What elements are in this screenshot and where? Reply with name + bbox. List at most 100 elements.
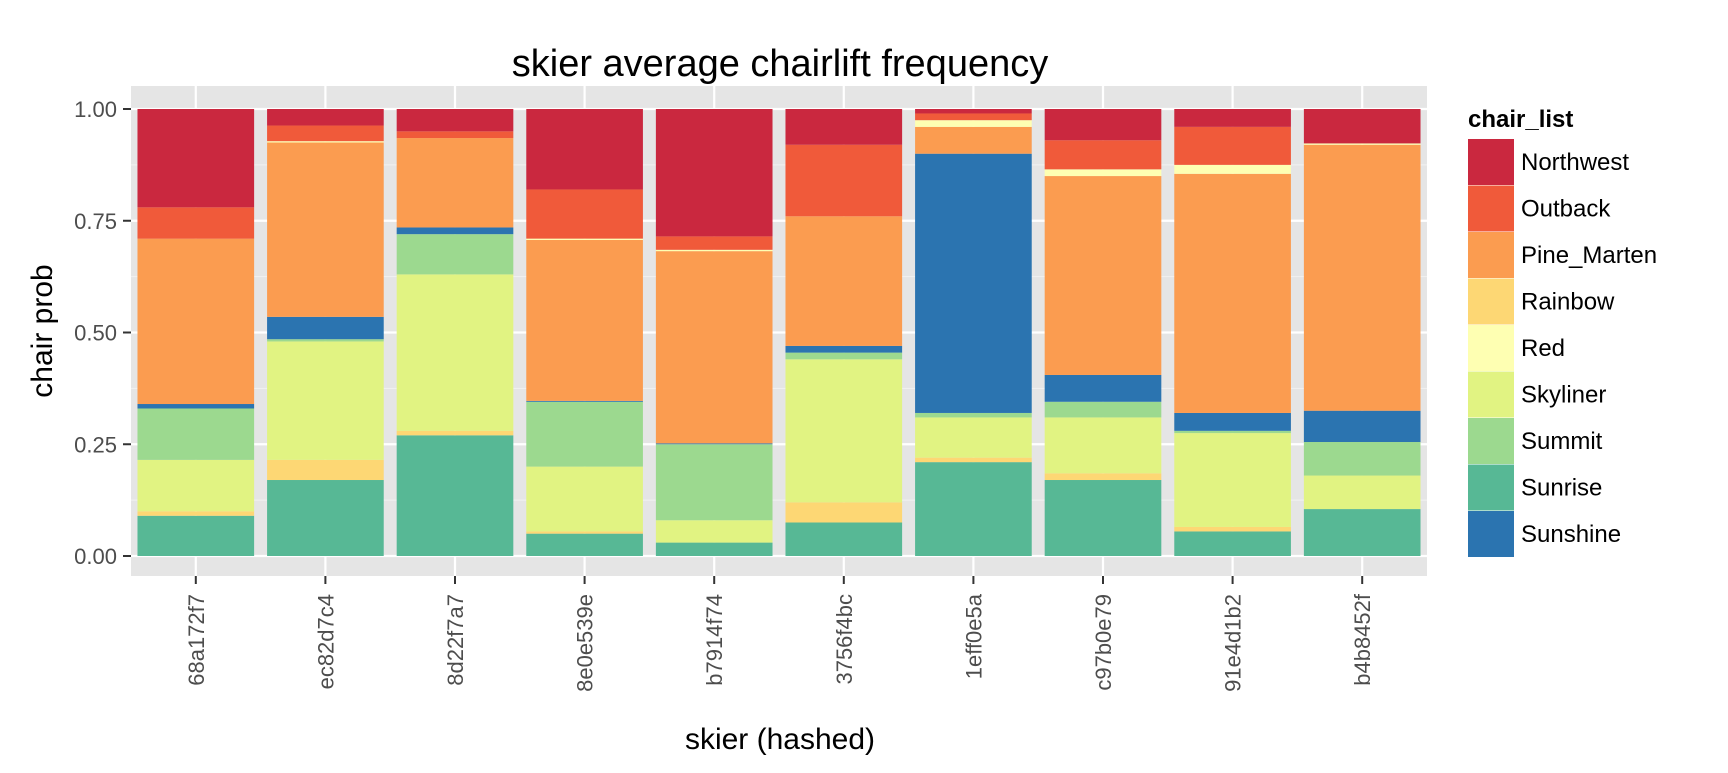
axes: 0.00 0.25 0.50 0.75 1.00 68a172f7 ec82d7c4 8d22… <box>74 97 1375 692</box>
legend-key-summit <box>1468 418 1514 464</box>
x-tick-label: 8d22f7a7 <box>443 594 468 686</box>
bar-segment-summit <box>526 401 643 467</box>
bar-segment-skyliner <box>1303 475 1421 510</box>
bar-segment-sunshine <box>785 345 903 353</box>
x-axis-title: skier (hashed) <box>685 723 875 756</box>
chart-title: skier average chairlift frequency <box>512 43 1048 85</box>
bar-segment-sunshine <box>267 316 384 340</box>
bar-segment-sunrise <box>137 515 255 556</box>
bar-segment-northwest <box>1303 109 1421 144</box>
bar-segment-sunshine <box>396 227 514 235</box>
bar-segment-outback <box>396 131 514 139</box>
bar-segment-summit <box>1174 430 1291 434</box>
bar-segment-sunshine <box>1303 410 1421 443</box>
legend-key-pine-marten <box>1468 232 1514 278</box>
bar-segment-skyliner <box>785 359 903 503</box>
bar-segment-sunrise <box>1044 480 1162 556</box>
bar-segment-rainbow <box>526 531 643 534</box>
bar-segment-northwest <box>1044 109 1162 141</box>
legend-label-skyliner: Skyliner <box>1521 382 1606 409</box>
bar-segment-outback <box>267 125 384 142</box>
x-tick-label: 68a172f7 <box>184 594 209 686</box>
legend-key-skyliner <box>1468 371 1514 418</box>
bar-segment-northwest <box>655 109 773 237</box>
bar-segment-red <box>915 120 1032 127</box>
bar-segment-sunshine <box>526 400 643 402</box>
bar-segment-pine-marten <box>785 216 903 346</box>
bar-segment-pine-marten <box>396 138 514 228</box>
bar-segment-sunrise <box>396 435 514 556</box>
bar-segment-northwest <box>267 109 384 126</box>
bar-segment-skyliner <box>1044 417 1162 474</box>
bar-segment-rainbow <box>267 459 384 481</box>
bar-segment-sunshine <box>915 153 1032 413</box>
legend-label-red: Red <box>1521 335 1565 362</box>
bar-segment-skyliner <box>915 417 1032 458</box>
bar-segment-sunrise <box>267 480 384 556</box>
bar-segment-outback <box>1044 140 1162 170</box>
bar-segment-summit <box>267 339 384 342</box>
legend-label-outback: Outback <box>1521 196 1611 223</box>
bar-segment-outback <box>915 113 1032 121</box>
y-tick-label: 0.25 <box>74 432 117 457</box>
y-tick-label: 0.75 <box>74 209 117 234</box>
bar-segment-northwest <box>915 109 1032 114</box>
bar-segment-pine-marten <box>1303 144 1421 411</box>
y-tick-label: 0.50 <box>74 321 117 346</box>
bar-segment-northwest <box>526 109 643 190</box>
bar-segment-summit <box>396 234 514 275</box>
x-tick-label: 3756f4bc <box>832 594 857 685</box>
legend-title: chair_list <box>1468 106 1573 133</box>
legend: chair_list Northwest Outback Pine_Marten Ra… <box>1468 106 1657 557</box>
bar-segment-skyliner <box>396 274 514 431</box>
bar-segment-skyliner <box>526 466 643 532</box>
bar-segment-summit <box>137 408 255 460</box>
x-tick-label: b7914f74 <box>702 594 727 686</box>
x-tick-label: ec82d7c4 <box>313 594 338 689</box>
x-tick-label: 91e4d1b2 <box>1221 594 1246 692</box>
bar-segment-sunshine <box>1044 374 1162 402</box>
legend-key-northwest <box>1468 139 1514 185</box>
bar-segment-rainbow <box>1044 473 1162 481</box>
bar-segment-northwest <box>785 109 903 145</box>
legend-key-sunshine <box>1468 511 1514 557</box>
bar-segment-skyliner <box>267 341 384 460</box>
bar-segment-pine-marten <box>526 239 643 401</box>
bar-segment-red <box>526 238 643 240</box>
bar-segment-pine-marten <box>267 142 384 317</box>
bar-segment-rainbow <box>785 502 903 523</box>
bar-segment-pine-marten <box>915 126 1032 154</box>
bar-segment-pine-marten <box>655 251 773 444</box>
legend-label-pine-marten: Pine_Marten <box>1521 242 1657 269</box>
bar-segment-rainbow <box>396 430 514 436</box>
bar-segment-sunrise <box>785 522 903 556</box>
bar-segment-outback <box>1174 126 1291 165</box>
bar-segment-skyliner <box>137 459 255 512</box>
bar-segment-northwest <box>137 109 255 208</box>
bar-segment-red <box>267 141 384 143</box>
bar-segment-red <box>1174 164 1291 174</box>
x-tick-label: b4b8452f <box>1350 593 1375 686</box>
bar-segment-outback <box>785 144 903 217</box>
bar-segment-sunshine <box>137 404 255 409</box>
bar-segment-sunrise <box>1303 509 1421 556</box>
bar-segment-red <box>655 249 773 252</box>
bar-segment-summit <box>655 444 773 521</box>
y-tick-label: 1.00 <box>74 97 117 122</box>
bar-segment-rainbow <box>137 511 255 516</box>
bar-segment-red <box>1303 143 1421 145</box>
legend-label-northwest: Northwest <box>1521 149 1629 176</box>
bar-segment-pine-marten <box>137 238 255 405</box>
x-tick-label: 8e0e539e <box>573 594 598 692</box>
bar-segment-sunrise <box>915 462 1032 556</box>
bars <box>137 109 1421 556</box>
bar-segment-sunrise <box>526 533 643 556</box>
bar-segment-skyliner <box>655 520 773 543</box>
y-tick-label: 0.00 <box>74 544 117 569</box>
bar-segment-summit <box>1303 442 1421 476</box>
legend-label-rainbow: Rainbow <box>1521 289 1615 316</box>
bar-segment-pine-marten <box>1044 176 1162 375</box>
legend-key-red <box>1468 325 1514 371</box>
